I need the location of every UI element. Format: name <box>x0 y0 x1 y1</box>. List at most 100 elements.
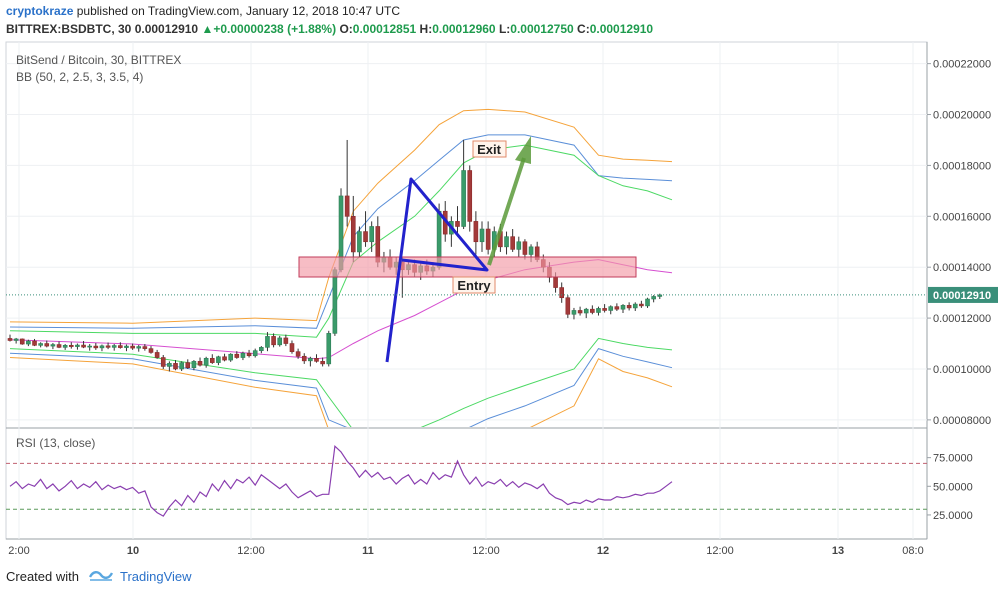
last-price-tag-label: 0.00012910 <box>933 290 991 302</box>
y-tick-label: 0.00014000 <box>933 262 991 274</box>
candle-body <box>222 356 227 361</box>
symbol-ohlc-line: BITTREX:BSDBTC, 30 0.00012910 ▲+0.000002… <box>6 21 653 37</box>
candle-body <box>357 231 362 253</box>
candle-body <box>369 226 374 243</box>
y-tick-label: 0.00018000 <box>933 160 991 172</box>
candle-body <box>626 305 632 309</box>
candle-body <box>216 356 221 363</box>
candle-body <box>289 343 295 352</box>
rsi-line <box>9 444 673 517</box>
y-tick-label: 0.00022000 <box>933 59 991 71</box>
up-triangle-icon: ▲ <box>201 22 214 36</box>
candle-body <box>75 344 80 347</box>
candle-body <box>56 344 62 348</box>
candle-body <box>44 343 50 347</box>
candle-body <box>645 298 650 307</box>
candle-body <box>167 363 172 367</box>
candle-body <box>38 343 43 346</box>
candle-body <box>26 340 31 345</box>
exit-label: Exit <box>477 142 502 157</box>
candle-body <box>308 357 313 362</box>
candle-body <box>197 361 203 366</box>
candle-body <box>473 221 479 243</box>
candle-body <box>124 345 129 348</box>
candle-body <box>265 336 270 348</box>
last-price-tag <box>928 286 998 303</box>
candle-body <box>620 305 626 310</box>
x-tick-label: 2:00 <box>8 545 29 557</box>
candle-body <box>81 344 86 348</box>
candle-body <box>283 337 289 344</box>
rsi-pane <box>6 444 927 517</box>
x-tick-label: 13 <box>832 545 844 557</box>
candle-body <box>240 352 246 358</box>
candle-body <box>559 287 565 299</box>
candle-body <box>522 241 528 255</box>
candle-body <box>246 352 252 357</box>
candle-body <box>277 337 283 346</box>
zigzag-pattern[interactable] <box>385 177 489 363</box>
candle-body <box>326 333 332 365</box>
x-tick-label: 10 <box>127 545 139 557</box>
bb-indicator-label: BB (50, 2, 2.5, 3, 3.5, 4) <box>16 70 143 84</box>
candle-body <box>467 170 473 222</box>
candle-body <box>632 303 638 309</box>
rsi-tick-label: 50.0000 <box>933 481 973 493</box>
entry-label-box <box>452 276 496 294</box>
entry-label: Entry <box>457 278 491 293</box>
drawings: Exit Entry <box>298 136 637 363</box>
bollinger-bands <box>9 108 673 427</box>
publish-info: cryptokraze published on TradingView.com… <box>6 3 400 19</box>
candle-body <box>105 345 111 348</box>
candle-body <box>583 308 589 314</box>
candle-body <box>111 345 117 348</box>
candle-body <box>228 353 233 361</box>
bb-line-lower3 <box>9 357 673 427</box>
candle-body <box>160 357 166 367</box>
low-label: L: <box>498 22 511 36</box>
candle-body <box>136 346 142 349</box>
candle-body <box>614 306 620 310</box>
candle-body <box>32 340 37 346</box>
y-tick-label: 0.00010000 <box>933 364 991 376</box>
footer: Created with TradingView <box>6 568 192 587</box>
y-tick-label: 0.00012000 <box>933 313 991 325</box>
x-tick-label: 12 <box>597 545 609 557</box>
candle-body <box>528 246 534 255</box>
candle-body <box>320 361 325 365</box>
trend-arrow-shaft[interactable] <box>487 157 526 266</box>
y-tick-label: 0.00020000 <box>933 110 991 122</box>
candle-body <box>130 345 135 349</box>
candle-body <box>99 345 105 349</box>
tradingview-link[interactable]: TradingView <box>120 569 192 584</box>
high-value: 0.00012960 <box>432 22 496 36</box>
candle-body <box>148 348 154 353</box>
candle-body <box>179 362 184 370</box>
candle-body <box>69 345 74 347</box>
candle-body <box>203 357 209 366</box>
author-link[interactable]: cryptokraze <box>6 4 74 18</box>
x-tick-label: 12:00 <box>472 545 500 557</box>
candle-body <box>234 353 240 358</box>
candle-body <box>7 338 13 341</box>
candle-body <box>461 170 466 227</box>
candle-body <box>455 221 460 227</box>
candle-body <box>590 308 595 313</box>
bb-line-upper1 <box>9 144 673 338</box>
created-with-text: Created with <box>6 569 79 584</box>
axes: 0.00008000 0.00010000 0.00012000 0.00014000… <box>6 59 998 557</box>
rsi-tick-label: 25.0000 <box>933 510 973 522</box>
candle-body <box>19 338 25 345</box>
candle-body <box>62 345 68 348</box>
candle-body <box>191 361 197 369</box>
candle-body <box>363 231 368 243</box>
candle-body <box>252 350 258 357</box>
x-tick-label: 08:0 <box>902 545 923 557</box>
candle-body <box>259 347 264 351</box>
candle-body <box>485 228 491 250</box>
candle-body <box>571 310 577 315</box>
candle-body <box>13 338 19 341</box>
candle-body <box>602 308 607 311</box>
candles <box>7 139 663 372</box>
